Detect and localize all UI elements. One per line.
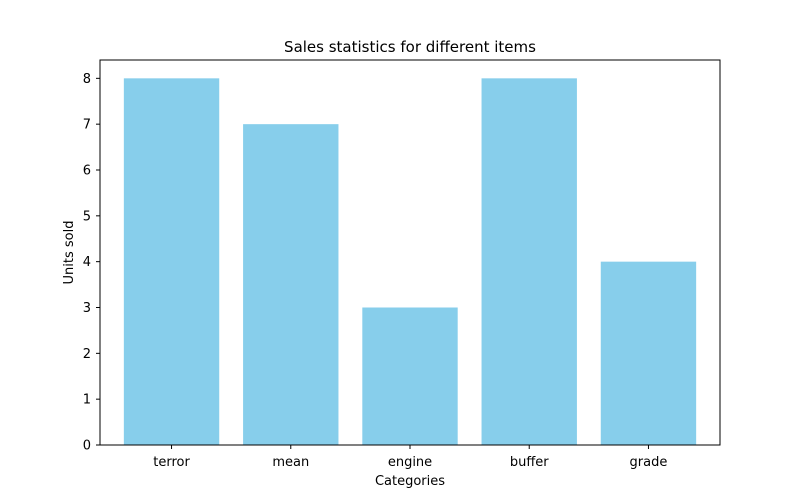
bar-engine bbox=[362, 307, 458, 445]
x-tick-label: grade bbox=[630, 455, 668, 470]
bar-buffer bbox=[481, 78, 577, 445]
x-tick-label: buffer bbox=[510, 455, 549, 470]
x-tick-label: terror bbox=[153, 455, 190, 470]
y-tick-label: 6 bbox=[83, 164, 91, 179]
chart-title: Sales statistics for different items bbox=[284, 38, 536, 56]
bar-terror bbox=[123, 78, 220, 445]
y-tick-label: 3 bbox=[83, 301, 91, 316]
y-tick-label: 5 bbox=[83, 209, 91, 224]
y-axis-label: Units sold bbox=[62, 221, 77, 285]
x-tick-label: engine bbox=[388, 455, 432, 470]
bars-layer bbox=[123, 78, 697, 446]
x-axis-label: Categories bbox=[375, 474, 445, 489]
y-tick-label: 7 bbox=[83, 118, 91, 133]
y-tick-label: 2 bbox=[83, 347, 91, 362]
ticks-layer: terror mean engine buffer grade 0 1 2 3 4 5 6 7 8 bbox=[83, 72, 668, 470]
y-tick-label: 8 bbox=[83, 72, 91, 87]
y-tick-label: 4 bbox=[83, 255, 91, 270]
plot-frame bbox=[99, 59, 721, 446]
x-tick-label: mean bbox=[272, 455, 309, 470]
y-tick-label: 1 bbox=[83, 393, 91, 408]
bar-grade bbox=[600, 261, 697, 445]
y-tick-label: 0 bbox=[83, 439, 91, 454]
bar-mean bbox=[243, 124, 339, 446]
